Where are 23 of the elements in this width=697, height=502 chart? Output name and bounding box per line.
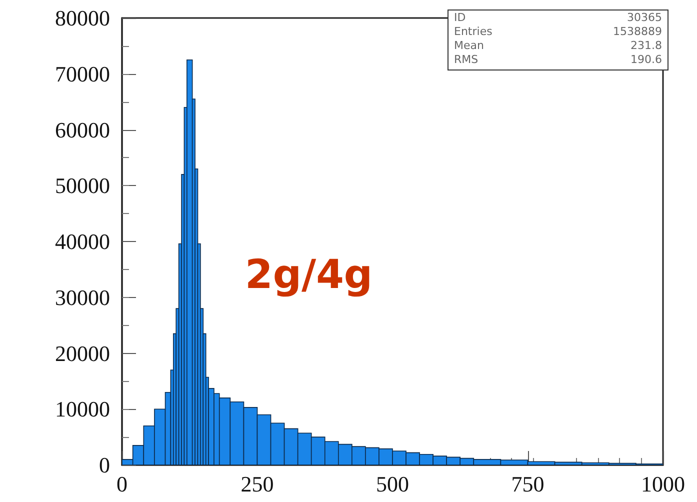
annotation: Entries [454, 25, 493, 38]
y-tick-label: 0 [99, 452, 110, 478]
x-tick-label: 750 [511, 472, 544, 496]
annotation: 231.8 [630, 39, 662, 52]
y-tick-label: 50000 [55, 173, 110, 198]
annotation: 1538889 [613, 25, 662, 38]
y-tick-label: 20000 [55, 340, 110, 366]
annotation: RMS [454, 53, 478, 66]
text: 2g/4g [245, 252, 373, 298]
annotation: Mean [454, 39, 484, 52]
x-tick-label: 500 [376, 472, 409, 496]
annotation: 190.6 [630, 53, 662, 66]
y-tick-label: 70000 [55, 61, 110, 86]
annotation: 30365 [627, 11, 662, 24]
y-tick-label: 30000 [55, 284, 110, 310]
y-tick-label: 80000 [55, 6, 110, 30]
x-tick-label: 250 [240, 472, 274, 496]
x-tick-label: 1000 [641, 472, 685, 496]
y-tick-label: 40000 [55, 229, 110, 254]
y-tick-label: 10000 [55, 396, 110, 422]
annotation: ID [454, 11, 466, 24]
x-tick-label: 0 [116, 472, 128, 496]
y-tick-label: 60000 [55, 117, 110, 142]
